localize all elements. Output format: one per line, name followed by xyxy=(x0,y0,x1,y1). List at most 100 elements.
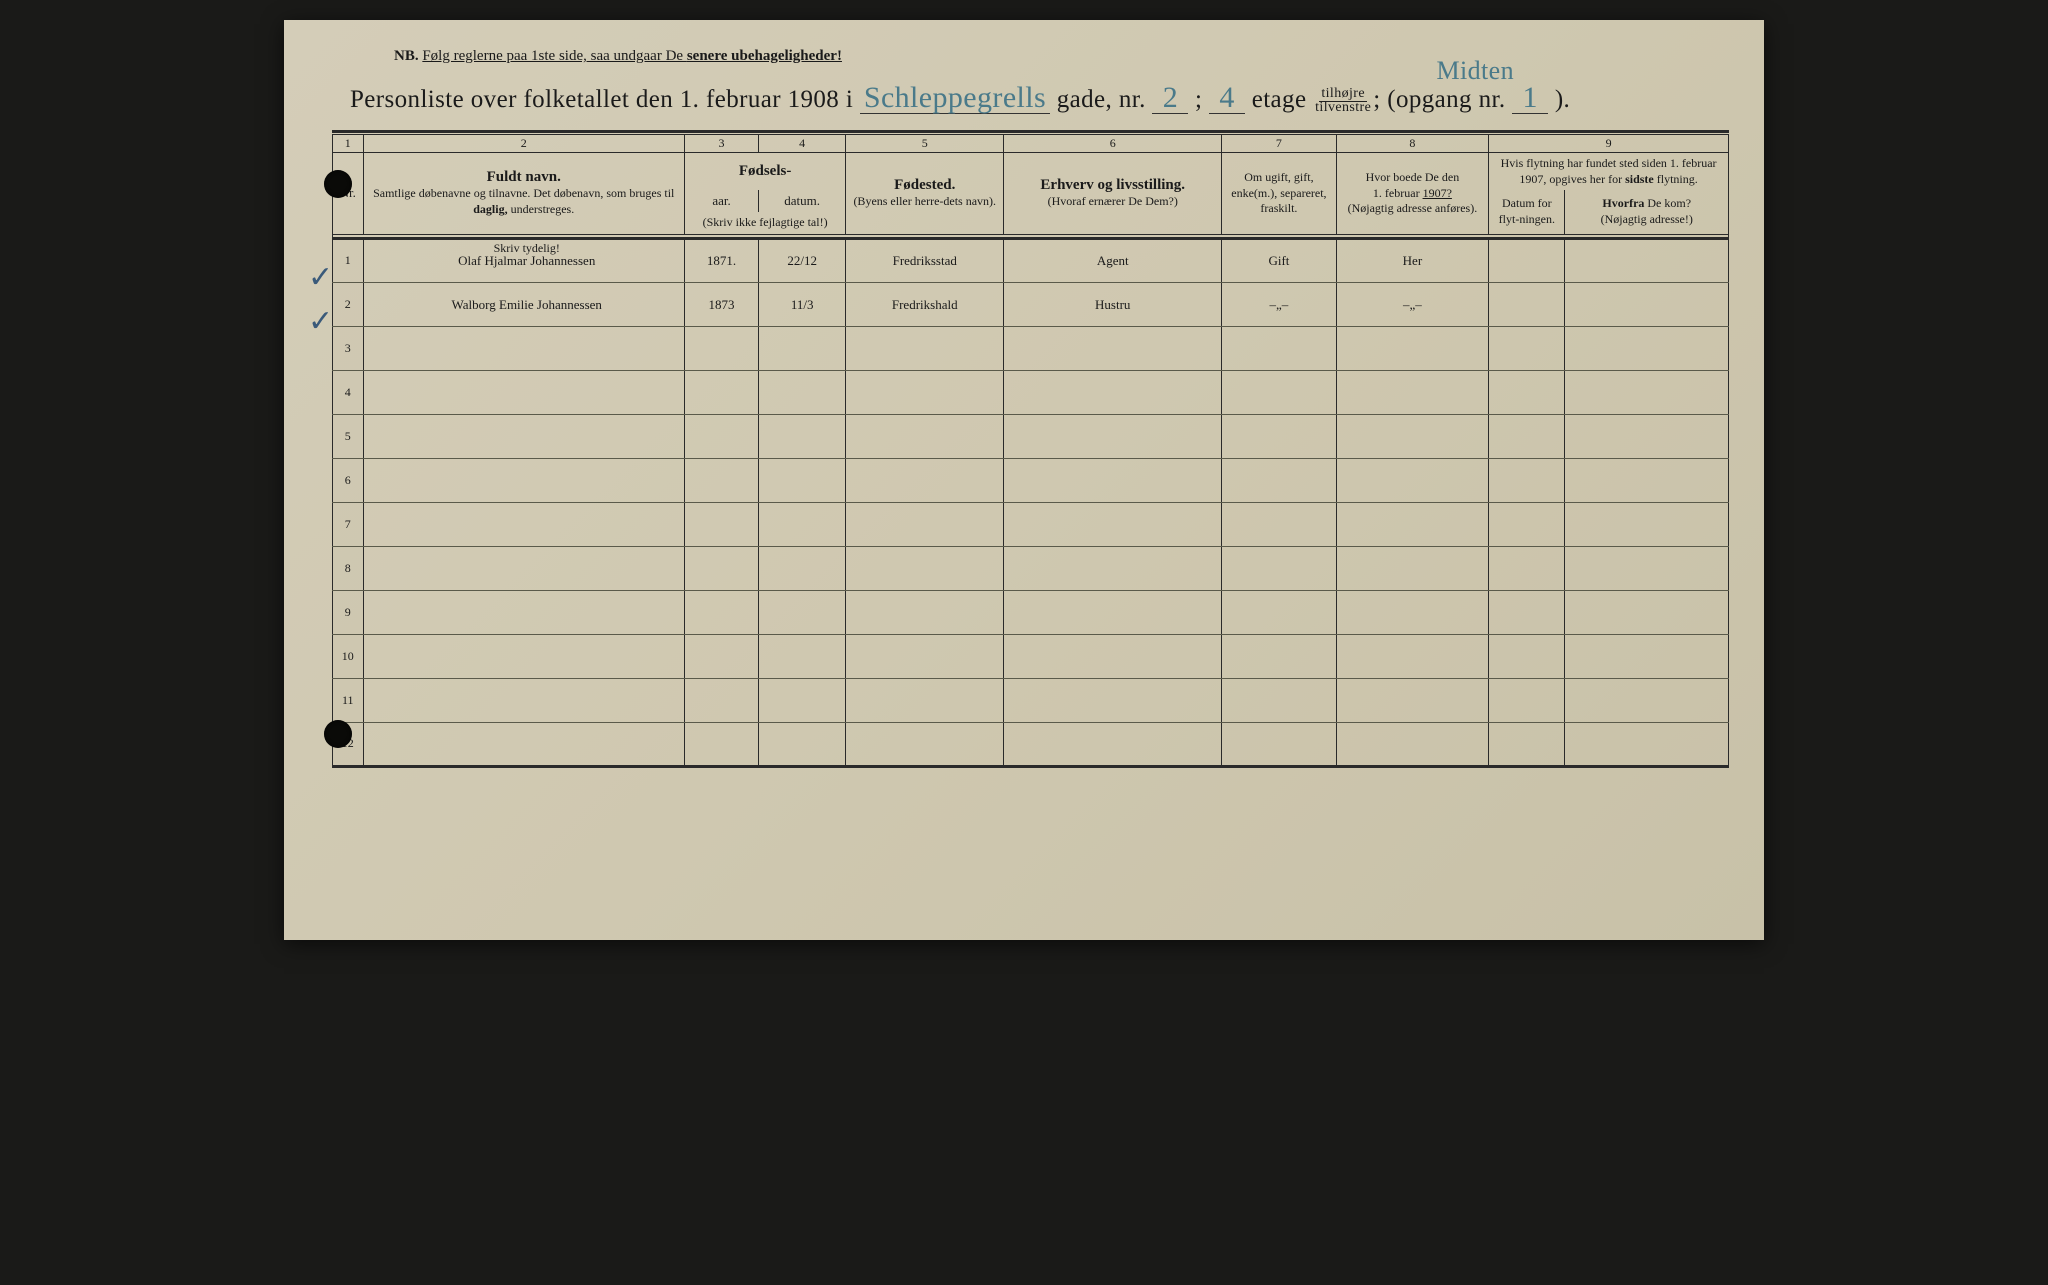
cell-status xyxy=(1222,502,1336,546)
cell-name: Skriv tydelig!Olaf Hjalmar Johannessen xyxy=(363,238,684,282)
fill-etage: 4 xyxy=(1209,83,1245,114)
cell-fodested xyxy=(846,546,1004,590)
cell-datum xyxy=(759,678,846,722)
cell-erhverv xyxy=(1004,722,1222,766)
cell-erhverv xyxy=(1004,370,1222,414)
cell-boede xyxy=(1336,502,1489,546)
cell-aar xyxy=(684,370,758,414)
cell-status xyxy=(1222,458,1336,502)
cell-boede xyxy=(1336,414,1489,458)
cell-fodested xyxy=(846,502,1004,546)
colnum-9: 9 xyxy=(1489,135,1729,153)
hdr-erhverv: Erhverv og livsstilling. (Hvoraf ernærer… xyxy=(1004,152,1222,234)
cell-rownum: 2 xyxy=(333,282,364,326)
cell-erhverv: Agent xyxy=(1004,238,1222,282)
colnum-5: 5 xyxy=(846,135,1004,153)
cell-aar xyxy=(684,502,758,546)
checkmark-icon: ✓ xyxy=(308,304,333,339)
cell-rownum: 3 xyxy=(333,326,364,370)
table-body: 1Skriv tydelig!Olaf Hjalmar Johannessen1… xyxy=(333,238,1729,766)
cell-fodested: Fredriksstad xyxy=(846,238,1004,282)
cell-datum xyxy=(759,634,846,678)
hdr-name: Fuldt navn. Samtlige døbenavne og tilnav… xyxy=(363,152,684,234)
fill-street: Schleppegrells xyxy=(860,83,1050,114)
table-row: 5 xyxy=(333,414,1729,458)
table-row: 10 xyxy=(333,634,1729,678)
cell-status xyxy=(1222,546,1336,590)
cell-datum xyxy=(759,502,846,546)
colnum-6: 6 xyxy=(1004,135,1222,153)
cell-aar xyxy=(684,414,758,458)
cell-status xyxy=(1222,722,1336,766)
cell-fodested xyxy=(846,414,1004,458)
cell-flyt-fra xyxy=(1565,238,1729,282)
hdr-skriv-ikke: (Skriv ikke fejlagtige tal!) xyxy=(684,212,845,234)
cell-status xyxy=(1222,678,1336,722)
cell-flyt-dat xyxy=(1489,502,1565,546)
fill-nr: 2 xyxy=(1152,83,1188,114)
hdr-datum: datum. xyxy=(759,190,846,212)
hdr-flyt-dat: Datum for flyt-ningen. xyxy=(1489,190,1565,234)
cell-aar xyxy=(684,634,758,678)
cell-aar xyxy=(684,546,758,590)
cell-fodested xyxy=(846,326,1004,370)
table-row: 9 xyxy=(333,590,1729,634)
cell-datum xyxy=(759,326,846,370)
cell-boede xyxy=(1336,370,1489,414)
cell-name xyxy=(363,678,684,722)
cell-flyt-dat xyxy=(1489,326,1565,370)
cell-erhverv: Hustru xyxy=(1004,282,1222,326)
cell-flyt-fra xyxy=(1565,282,1729,326)
cell-datum xyxy=(759,722,846,766)
colnum-4: 4 xyxy=(759,135,846,153)
cell-name xyxy=(363,370,684,414)
cell-erhverv xyxy=(1004,502,1222,546)
table-row: 8 xyxy=(333,546,1729,590)
cell-name xyxy=(363,634,684,678)
cell-rownum: 4 xyxy=(333,370,364,414)
title-sep: ; xyxy=(1195,86,1202,113)
cell-erhverv xyxy=(1004,634,1222,678)
cell-status xyxy=(1222,634,1336,678)
title-lead: Personliste over folketallet den 1. febr… xyxy=(350,86,853,113)
hdr-aar: aar. xyxy=(684,190,758,212)
cell-aar xyxy=(684,678,758,722)
cell-flyt-fra xyxy=(1565,502,1729,546)
cell-rownum: 8 xyxy=(333,546,364,590)
table-row: 2Walborg Emilie Johannessen187311/3Fredr… xyxy=(333,282,1729,326)
cell-datum xyxy=(759,590,846,634)
cell-flyt-dat xyxy=(1489,722,1565,766)
checkmark-icon: ✓ xyxy=(308,260,333,295)
cell-fodested xyxy=(846,722,1004,766)
table-header: 1 2 3 4 5 6 7 8 9 Nr. Fuldt navn. Samtli… xyxy=(333,135,1729,238)
cell-boede xyxy=(1336,546,1489,590)
column-numbers-row: 1 2 3 4 5 6 7 8 9 xyxy=(333,135,1729,153)
cell-flyt-dat xyxy=(1489,414,1565,458)
punch-hole-top xyxy=(324,170,352,198)
cell-name xyxy=(363,722,684,766)
cell-name xyxy=(363,326,684,370)
colnum-7: 7 xyxy=(1222,135,1336,153)
table-row: 12 xyxy=(333,722,1729,766)
cell-name xyxy=(363,590,684,634)
table-row: 1Skriv tydelig!Olaf Hjalmar Johannessen1… xyxy=(333,238,1729,282)
cell-datum: 22/12 xyxy=(759,238,846,282)
colnum-2: 2 xyxy=(363,135,684,153)
title-etage-label: etage xyxy=(1252,86,1307,113)
cell-flyt-dat xyxy=(1489,282,1565,326)
hdr-flyt-fra: Hvorfra De kom? (Nøjagtig adresse!) xyxy=(1565,190,1729,234)
cell-fodested xyxy=(846,370,1004,414)
cell-datum: 11/3 xyxy=(759,282,846,326)
nb-text-b: senere ubehageligheder! xyxy=(687,48,842,64)
cell-flyt-dat xyxy=(1489,370,1565,414)
cell-erhverv xyxy=(1004,326,1222,370)
cell-status xyxy=(1222,590,1336,634)
cell-flyt-fra xyxy=(1565,634,1729,678)
colnum-8: 8 xyxy=(1336,135,1489,153)
cell-erhverv xyxy=(1004,546,1222,590)
cell-fodested xyxy=(846,590,1004,634)
cell-status xyxy=(1222,370,1336,414)
tilvenstre: tilvenstre xyxy=(1315,100,1371,115)
cell-status: Gift xyxy=(1222,238,1336,282)
cell-fodested: Fredrikshald xyxy=(846,282,1004,326)
